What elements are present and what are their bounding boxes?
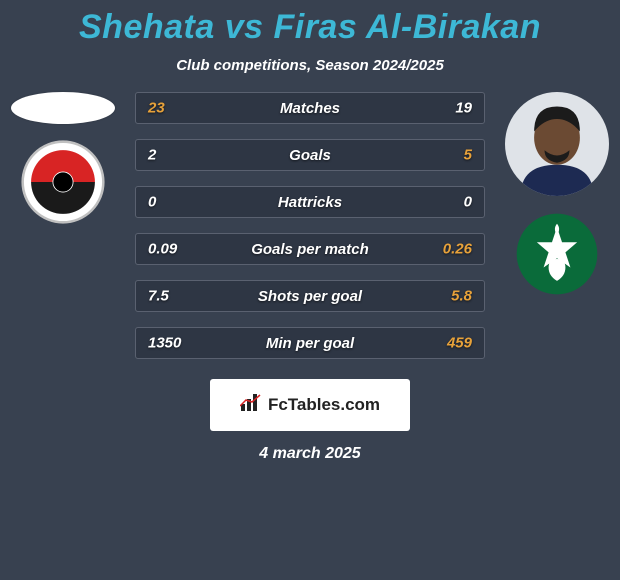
stat-right-value: 5.8 [451, 288, 472, 305]
player-left-placeholder [11, 92, 115, 124]
watermark-text: FcTables.com [268, 395, 380, 415]
right-column [502, 92, 612, 296]
stat-left-value: 23 [148, 100, 165, 117]
stat-row: 0.09 Goals per match 0.26 [135, 233, 485, 265]
date-footer: 4 march 2025 [0, 445, 620, 463]
stat-label: Hattricks [278, 194, 342, 211]
stat-right-value: 19 [455, 100, 472, 117]
comparison-card: Shehata vs Firas Al-Birakan Club competi… [0, 0, 620, 580]
stat-left-value: 2 [148, 147, 156, 164]
club-right-badge [515, 212, 599, 296]
club-left-badge [21, 140, 105, 224]
stat-row: 2 Goals 5 [135, 139, 485, 171]
stat-left-value: 1350 [148, 335, 181, 352]
stat-label: Goals per match [251, 241, 369, 258]
bar-chart-icon [240, 394, 262, 417]
stat-row: 23 Matches 19 [135, 92, 485, 124]
stat-rows: 23 Matches 19 2 Goals 5 0 Hattricks 0 0.09 Goals p… [135, 92, 485, 359]
player-right-svg [505, 92, 609, 196]
stat-label: Min per goal [266, 335, 354, 352]
watermark: FcTables.com [210, 379, 410, 431]
stat-row: 1350 Min per goal 459 [135, 327, 485, 359]
club-left-badge-svg [21, 140, 105, 224]
stat-left-value: 0.09 [148, 241, 177, 258]
stat-right-value: 459 [447, 335, 472, 352]
content-area: 23 Matches 19 2 Goals 5 0 Hattricks 0 0.09 Goals p… [0, 92, 620, 463]
stat-right-value: 5 [464, 147, 472, 164]
page-title: Shehata vs Firas Al-Birakan [0, 0, 620, 47]
left-column [8, 92, 118, 224]
stat-right-value: 0 [464, 194, 472, 211]
stat-row: 7.5 Shots per goal 5.8 [135, 280, 485, 312]
stat-right-value: 0.26 [443, 241, 472, 258]
player-right-photo [505, 92, 609, 196]
stat-label: Goals [289, 147, 331, 164]
club-right-badge-svg [515, 212, 599, 296]
stat-label: Shots per goal [258, 288, 362, 305]
stat-left-value: 7.5 [148, 288, 169, 305]
stat-row: 0 Hattricks 0 [135, 186, 485, 218]
stat-label: Matches [280, 100, 340, 117]
stat-left-value: 0 [148, 194, 156, 211]
subtitle: Club competitions, Season 2024/2025 [0, 57, 620, 74]
